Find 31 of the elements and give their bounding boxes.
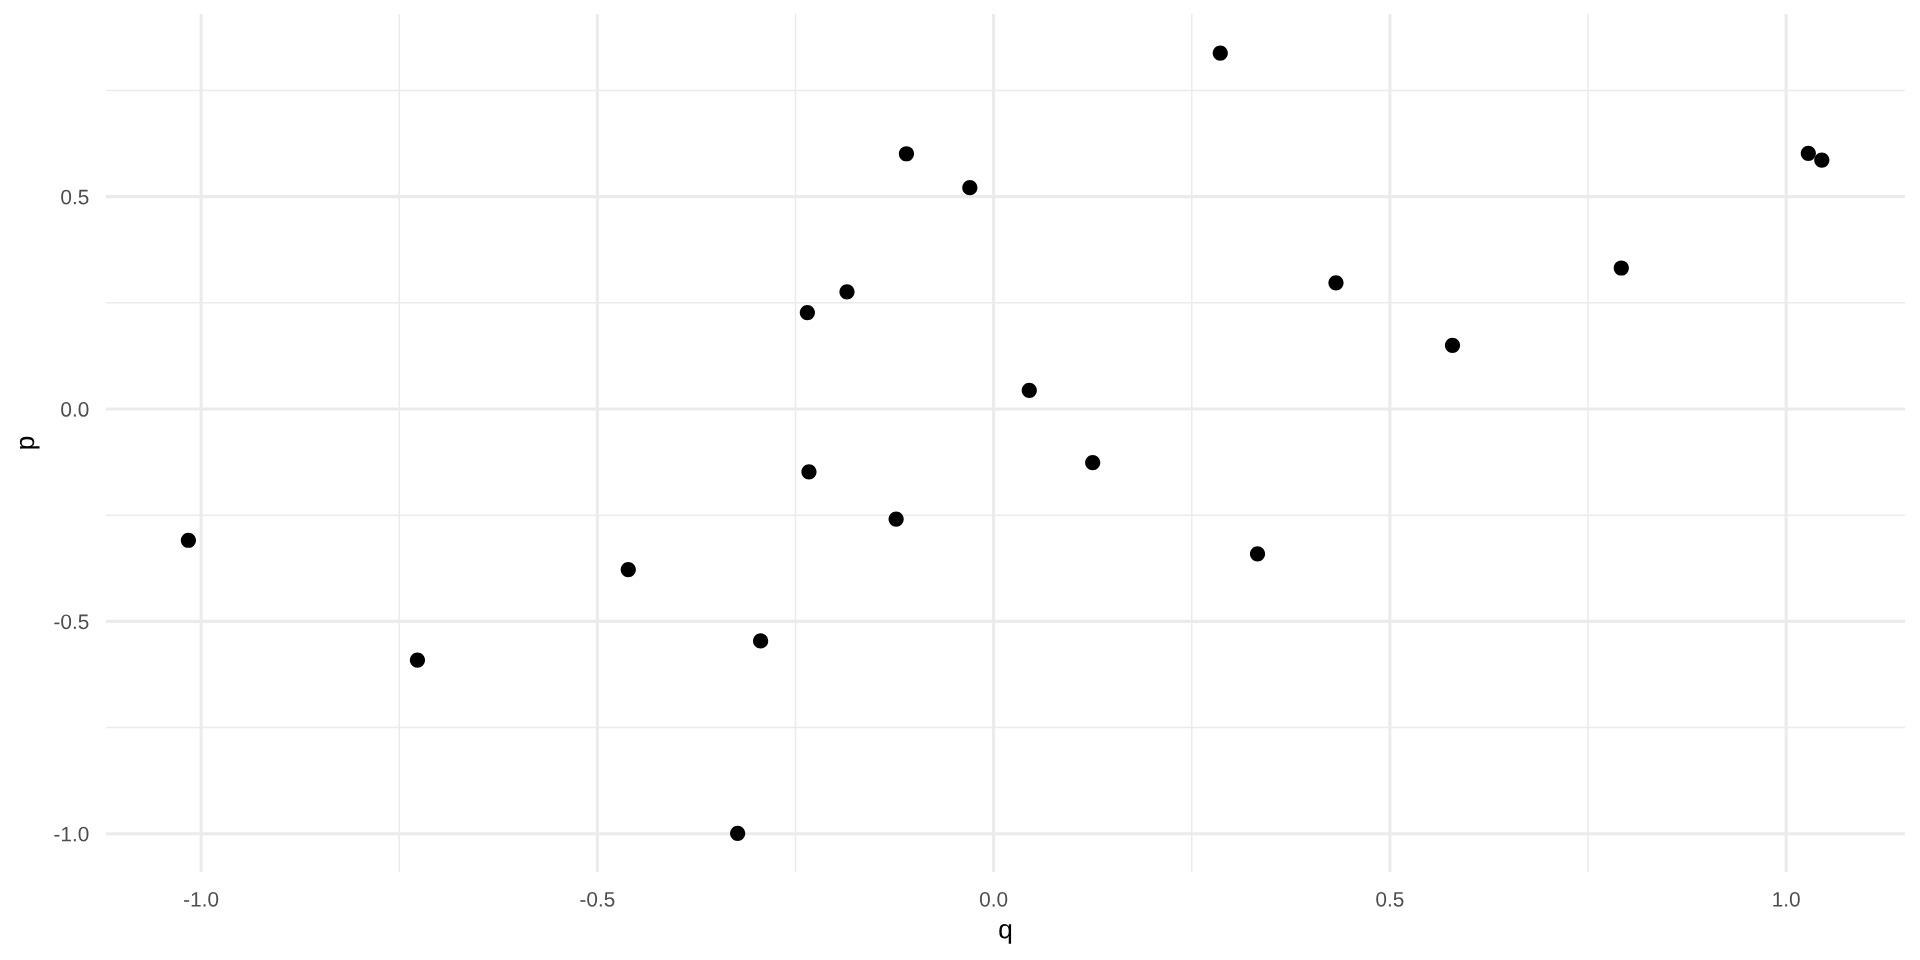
y-axis-title: p (19, 436, 40, 449)
point (1814, 152, 1830, 168)
point (1328, 275, 1344, 291)
point (1212, 45, 1228, 61)
point (1800, 145, 1816, 161)
point (1085, 454, 1101, 471)
point (962, 180, 978, 196)
x-axis-title: q (999, 924, 1012, 944)
point (730, 825, 746, 841)
point (620, 561, 636, 578)
point (1613, 260, 1629, 276)
point (753, 633, 769, 649)
point (839, 284, 855, 300)
x-tick-label: 0.0 (979, 891, 1008, 907)
point (1021, 382, 1037, 398)
point (1249, 546, 1266, 562)
y-tick-label: -0.5 (54, 614, 89, 630)
x-tick-label: 0.5 (1376, 891, 1404, 907)
point (801, 464, 817, 480)
point (898, 146, 915, 162)
point (409, 652, 426, 668)
point (799, 304, 815, 321)
y-tick-label: 0.5 (61, 189, 89, 205)
x-tick-label: -1.0 (184, 891, 219, 907)
y-tick-label: -1.0 (54, 826, 89, 842)
x-tick-label: 1.0 (1773, 891, 1800, 907)
point (888, 511, 904, 527)
x-tick-label: -0.5 (580, 891, 615, 907)
point (180, 532, 197, 548)
y-tick-label: 0.0 (61, 402, 89, 417)
point (1444, 337, 1461, 353)
